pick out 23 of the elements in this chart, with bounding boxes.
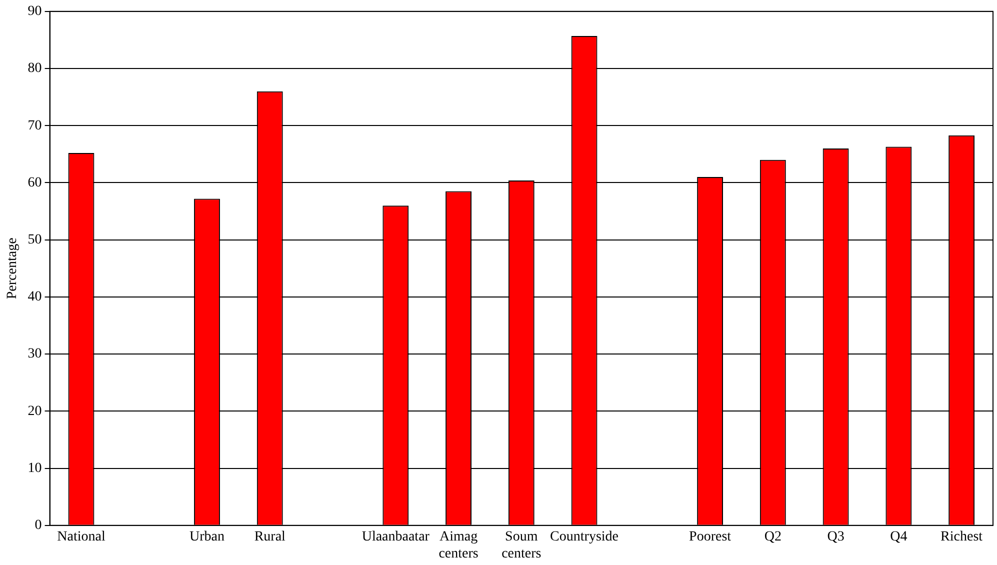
y-tick-label: 30 [28, 346, 42, 362]
x-tick-label: Richest [940, 529, 983, 544]
x-tick-label: Aimag centers [438, 529, 478, 562]
x-tick-label: Countryside [550, 529, 619, 544]
x-tick-label: Urban [190, 529, 224, 544]
x-tick-label: Q2 [764, 529, 782, 544]
y-tick-label: 70 [28, 118, 42, 134]
x-tick-label: Q4 [890, 529, 908, 544]
x-tick-label: Q3 [827, 529, 844, 544]
y-axis-title: Percentage [5, 238, 20, 300]
y-tick-label: 60 [28, 175, 42, 190]
y-tick-label: 80 [28, 61, 42, 76]
x-tick-label: Ulaanbaatar [362, 529, 430, 544]
x-tick-label: Soum centers [502, 529, 542, 562]
x-tick-label: Poorest [689, 529, 732, 544]
x-tick-label: National [57, 529, 106, 544]
x-tick-label: Rural [254, 529, 286, 544]
y-tick-label: 90 [28, 4, 42, 20]
y-tick-label: 40 [28, 290, 42, 305]
y-tick-label: 10 [28, 460, 42, 476]
y-tick-label: 50 [28, 232, 42, 248]
y-tick-label: 20 [28, 404, 42, 419]
y-tick-label: 0 [34, 518, 42, 534]
